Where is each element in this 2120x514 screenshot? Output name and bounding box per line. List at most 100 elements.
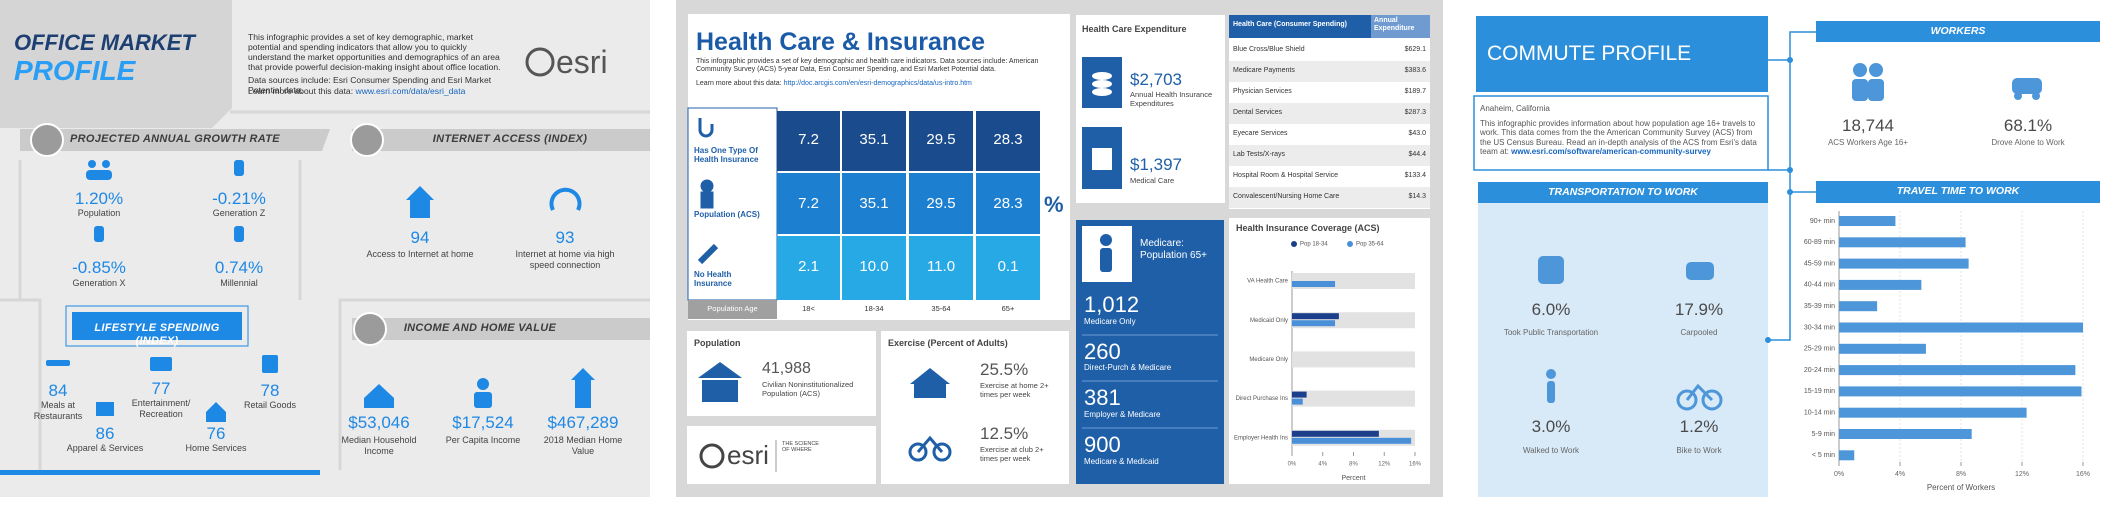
icons [1701,389,1723,411]
title: OFFICE MARKET [14,30,195,55]
table-label: Hospital Room & Hospital Service [1233,172,1339,179]
stat-value: 6.0% [1531,300,1571,319]
bar-track [1292,351,1415,368]
section-title: TRANSPORTATION TO WORK [1548,186,1698,198]
icons [698,362,742,402]
stat-label: 2018 Median Home Value [543,435,623,456]
stat-label: Entertainment/ Recreation [131,398,191,419]
category-label: 15-19 min [1804,388,1835,395]
stat-value: 260 [1084,339,1121,364]
location: Anaheim, California [1480,104,1550,113]
icons [910,368,950,398]
category-label: 60-89 min [1804,239,1835,246]
link[interactable]: http://doc.arcgis.com/en/esri-demographi… [783,80,972,87]
table-label: Blue Cross/Blue Shield [1233,46,1305,53]
stat-value: 900 [1084,432,1121,457]
stat-value: -0.21% [212,189,266,208]
table-stripes [1229,187,1430,208]
x-axis-title: Percent [1341,475,1365,482]
stat-label: Medicare Only [1084,317,1136,326]
section-bar [1478,182,1768,203]
stat-label: Direct-Purch & Medicare [1084,363,1172,372]
cell: 11.0 [926,258,956,275]
icons [910,368,950,384]
card [687,426,876,484]
bar [1292,430,1379,437]
bar [1839,343,1926,354]
x-tick-label: 4% [1895,471,1905,478]
stat-label: Carpooled [1680,328,1718,337]
link[interactable]: www.esri.com/software/american-community… [1511,147,1711,157]
stat-value: 1.20% [74,189,124,208]
bar [1292,281,1336,287]
row-label: No Health Insurance [694,270,732,289]
table-label: Lab Tests/X-rays [1233,151,1286,158]
matrix-cells [842,236,906,300]
stat-value: 1.2% [1679,417,1719,436]
chart-title: Health Insurance Coverage (ACS) [1236,223,1380,233]
row-icons [700,179,714,193]
icons [1853,63,1867,77]
category-label: 25-29 min [1804,346,1835,353]
row-icons [697,243,719,265]
category-label: 90+ min [1810,218,1835,225]
stat-label: Generation X [72,278,126,288]
category-label: 35-39 min [1804,303,1835,310]
table-stripes [1229,145,1430,166]
icons [916,435,944,453]
stat-value: 18,744 [1842,116,1894,135]
stat-label: Exercise at home 2+ times per week [980,381,1049,399]
section-title: PROJECTED ANNUAL GROWTH RATE [70,133,280,145]
x-tick-label: 16% [1409,462,1422,468]
icons [1546,369,1556,379]
section-icon [30,123,64,157]
stat-value: $53,046 [348,413,410,432]
icons [571,368,595,408]
section-box [72,312,242,340]
x-axis-title: Percent of Workers [1927,483,1995,492]
section-bar [352,318,650,340]
bar-track [1292,390,1415,407]
stat-value: $17,524 [452,413,514,432]
x-tick-label: 16% [2076,471,2090,478]
stat-value: 94 [410,228,430,247]
stat-value: 93 [555,228,575,247]
x-tick-label: 12% [2015,471,2029,478]
stat-label: Medical Care [1130,176,1175,185]
table-value: $629.1 [1404,46,1426,53]
table-header-bg [1229,15,1371,38]
category-label: 45-59 min [1804,260,1835,267]
section-bar [20,129,330,151]
link[interactable]: www.esri.com/data/esri_data [355,86,466,96]
title-box [0,0,232,128]
matrix-cells [976,173,1040,234]
stat-value: 25.5% [980,360,1029,379]
x-tick-label: 8% [1349,462,1358,468]
description-text: This infographic provides information ab… [1480,119,1757,157]
category-label: Employer Health Ins [1234,435,1288,441]
matrix-cells [777,111,840,171]
legend-label: Pop 18-34 [1300,242,1328,248]
category-label: 10-14 min [1804,410,1835,417]
icons [364,384,394,408]
description: This infographic provides information ab… [1480,119,1762,157]
title-box [1476,16,1768,92]
stat-value: 41,988 [762,360,811,377]
stat-label: Retail Goods [243,400,297,410]
stat-label: Access to Internet at home [366,249,474,259]
description: This infographic provides a set of key d… [248,32,501,73]
logo-globe [699,443,725,469]
stat-label: Annual Health Insurance Expenditures [1130,90,1213,108]
stat-label: Apparel & Services [66,443,144,453]
cell: 35.1 [859,131,889,148]
cell: 35.1 [859,195,889,212]
row-label: Population (ACS) [694,210,760,219]
x-tick-label: 12% [1378,462,1391,468]
bar [1839,237,1966,248]
matrix-cells [842,111,906,171]
icons [94,226,104,242]
matrix-cells [842,173,906,234]
matrix-cells [909,236,973,300]
